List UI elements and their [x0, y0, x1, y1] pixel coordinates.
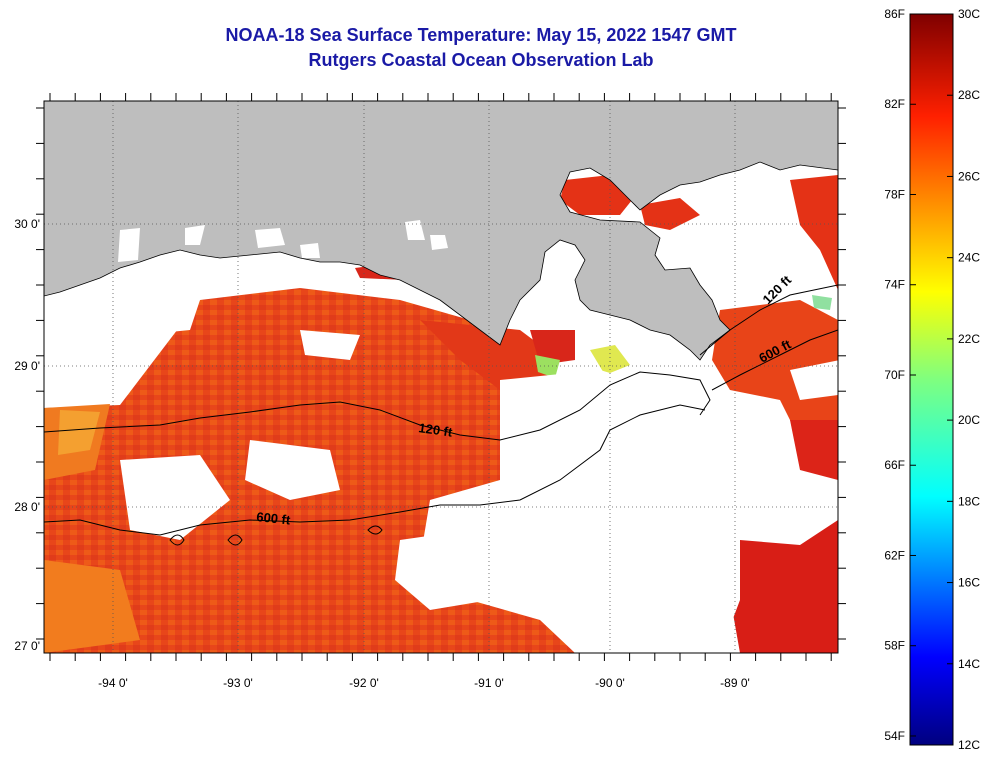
plot-frame — [43, 100, 839, 654]
colorbar-c-label: 14C — [958, 657, 980, 671]
colorbar-f-label: 74F — [884, 278, 905, 292]
colorbar-f-label: 66F — [884, 458, 905, 472]
contour-label: 120 ft — [418, 420, 454, 440]
isobath-120ft — [44, 371, 711, 441]
plot-area: 120 ft 120 ft 600 ft 600 ft — [44, 101, 838, 653]
colorbar-c-label: 22C — [958, 332, 980, 346]
inland-water — [118, 185, 790, 290]
isobath-600ft-east — [711, 329, 838, 391]
colorbar-f-label: 78F — [884, 187, 905, 201]
x-axis: -94 0' -93 0' -92 0' -91 0' -90 0' -89 0… — [98, 676, 750, 690]
map-title: NOAA-18 Sea Surface Temperature: May 15,… — [225, 25, 737, 45]
cloud-holes — [120, 300, 838, 653]
y-tick-label: 30 0' — [14, 217, 40, 231]
x-tick-label: -90 0' — [595, 676, 625, 690]
colorbar-gradient — [909, 13, 954, 746]
colorbar: 86F 82F 78F 74F 70F 66F 62F 58F 54F 30C 28C 26C 24C… — [884, 7, 980, 752]
colorbar-c-label: 26C — [958, 169, 980, 183]
map-subtitle: Rutgers Coastal Ocean Observation Lab — [308, 50, 654, 70]
colorbar-c-label: 30C — [958, 7, 980, 21]
graticule — [44, 101, 838, 653]
colorbar-c-label: 28C — [958, 88, 980, 102]
axis-ticks — [36, 93, 846, 661]
colorbar-f-label: 70F — [884, 368, 905, 382]
isobath-lines — [44, 284, 838, 546]
y-tick-label: 28 0' — [14, 500, 40, 514]
x-tick-label: -94 0' — [98, 676, 128, 690]
isobath-120ft-east — [699, 284, 838, 356]
colorbar-f-label: 62F — [884, 548, 905, 562]
colorbar-c-label: 12C — [958, 738, 980, 752]
y-tick-label: 29 0' — [14, 359, 40, 373]
colorbar-c-label: 16C — [958, 576, 980, 590]
colorbar-f-label: 82F — [884, 97, 905, 111]
x-tick-label: -92 0' — [349, 676, 379, 690]
colorbar-c-label: 24C — [958, 251, 980, 265]
y-tick-label: 27 0' — [14, 639, 40, 653]
x-tick-label: -91 0' — [474, 676, 504, 690]
land-mass — [44, 101, 838, 361]
colorbar-f-label: 58F — [884, 639, 905, 653]
colorbar-c-label: 20C — [958, 413, 980, 427]
colorbar-c-label: 18C — [958, 494, 980, 508]
y-axis: 30 0' 29 0' 28 0' 27 0' — [14, 217, 40, 653]
colorbar-f-label: 54F — [884, 729, 905, 743]
isobath-600ft — [44, 404, 706, 536]
x-tick-label: -89 0' — [720, 676, 750, 690]
x-tick-label: -93 0' — [223, 676, 253, 690]
contour-label: 600 ft — [256, 509, 292, 528]
colorbar-f-label: 86F — [884, 7, 905, 21]
